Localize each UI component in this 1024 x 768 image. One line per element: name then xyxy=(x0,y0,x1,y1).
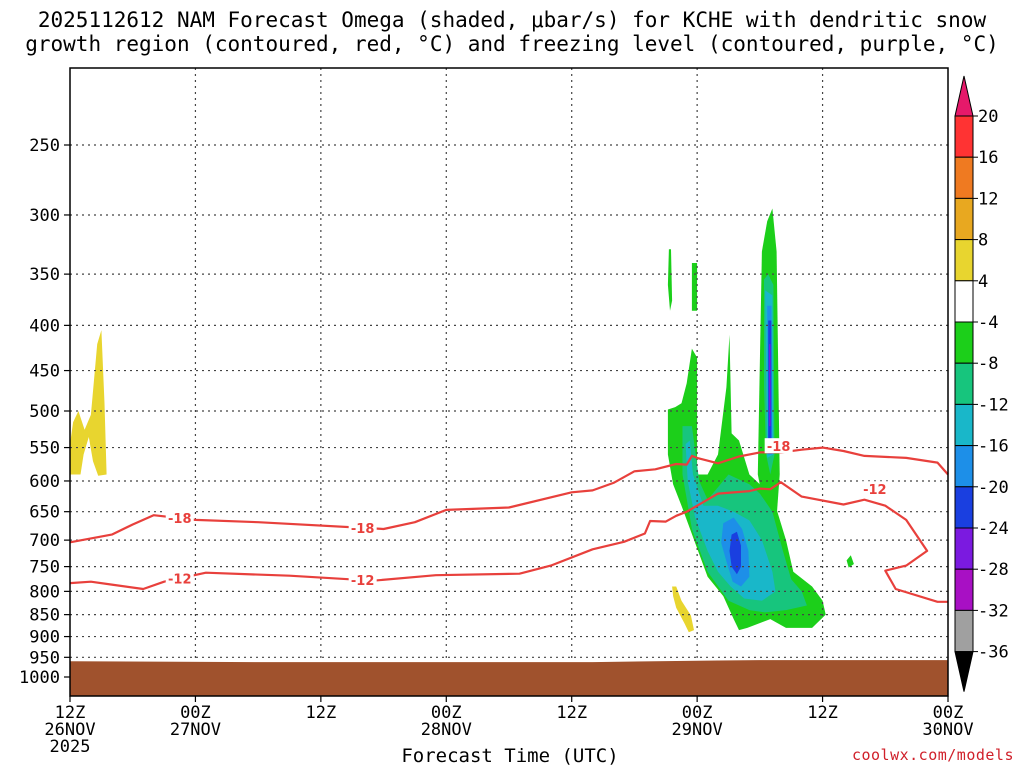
y-tick-label: 900 xyxy=(29,628,60,648)
omega-negative-region xyxy=(846,555,854,568)
x-tick-label: 30NOV xyxy=(922,720,973,740)
colorbar-label: -36 xyxy=(978,643,1009,663)
y-tick-label: 600 xyxy=(29,472,60,492)
colorbar-bottom-arrow xyxy=(954,651,974,692)
y-tick-label: 950 xyxy=(29,648,60,668)
colorbar-swatch xyxy=(954,486,974,529)
x-tick-label: 26NOV xyxy=(44,720,95,740)
source-credit[interactable]: coolwx.com/models xyxy=(851,746,1014,764)
contour-label: -18 xyxy=(351,522,375,537)
colorbar-label: -4 xyxy=(978,313,998,333)
y-tick-label: 400 xyxy=(29,316,60,336)
y-tick-label: 250 xyxy=(29,136,60,156)
colorbar-label: -32 xyxy=(978,601,1009,621)
x-tick-label: 12Z xyxy=(55,703,86,723)
colorbar-swatch xyxy=(954,568,974,611)
colorbar-label: 20 xyxy=(978,107,998,127)
omega-shading-layer xyxy=(70,208,854,633)
colorbar-label: 4 xyxy=(978,272,988,292)
contour-label-bg xyxy=(165,510,194,526)
colorbar-swatch xyxy=(954,197,974,241)
x-axis-label: Forecast Time (UTC) xyxy=(401,745,619,767)
contour-line--12 xyxy=(69,481,948,603)
x-tick-label: 00Z xyxy=(180,703,211,723)
y-tick-label: 300 xyxy=(29,206,60,226)
ground-terrain xyxy=(70,660,948,696)
grid-layer xyxy=(70,68,948,662)
contour-label: -12 xyxy=(351,574,375,589)
y-tick-label: 650 xyxy=(29,503,60,523)
colorbar-swatch xyxy=(954,239,974,282)
omega-negative-region xyxy=(729,531,741,575)
colorbar-swatch xyxy=(954,445,974,488)
temperature-contours-layer: -18 -18 -12 -12 -18 -12 xyxy=(69,438,949,603)
colorbar-label: -28 xyxy=(978,560,1009,580)
colorbar-swatch xyxy=(954,280,974,323)
x-tick-label: 28NOV xyxy=(421,720,472,740)
x-tick-label: 29NOV xyxy=(672,720,723,740)
colorbar-swatch xyxy=(954,403,974,447)
colorbar-label: -16 xyxy=(978,437,1009,457)
colorbar-label: -24 xyxy=(978,519,1009,539)
omega-positive-region xyxy=(672,586,694,633)
colorbar-swatch xyxy=(954,321,974,364)
colorbar-swatch xyxy=(954,527,974,570)
colorbar-label: -20 xyxy=(978,478,1009,498)
colorbar-swatch xyxy=(954,156,974,199)
contour-label: -12 xyxy=(168,572,192,587)
contour-label-bg xyxy=(764,438,793,454)
x-tick-label: 12Z xyxy=(305,703,336,723)
plot-frame xyxy=(69,67,949,697)
x-tick-label: 27NOV xyxy=(170,720,221,740)
omega-negative-region xyxy=(667,249,673,311)
ground-layer xyxy=(70,660,948,696)
omega-positive-region xyxy=(70,330,107,476)
contour-label-bg xyxy=(165,570,194,586)
chart-title-line1: 2025112612 NAM Forecast Omega (shaded, μ… xyxy=(37,8,987,32)
omega-negative-region xyxy=(769,344,771,427)
colorbar-swatch xyxy=(954,362,974,405)
x-tick-label: 2025 xyxy=(50,737,91,757)
x-tick-label: 00Z xyxy=(933,703,964,723)
y-tick-label: 850 xyxy=(29,606,60,626)
x-tick-label: 00Z xyxy=(682,703,713,723)
chart-title-line2: growth region (contoured, red, °C) and f… xyxy=(25,32,999,56)
contour-label-bg xyxy=(348,572,377,588)
contour-label-bg xyxy=(860,481,889,497)
colorbar-label: 8 xyxy=(978,231,988,251)
contour-label: -18 xyxy=(168,512,192,527)
contour-label: -12 xyxy=(863,483,887,498)
colorbar-swatch xyxy=(954,115,974,158)
colorbar-top-arrow xyxy=(954,75,974,117)
x-tick-label: 00Z xyxy=(431,703,462,723)
contour-label-bg xyxy=(348,519,377,535)
y-tick-label: 350 xyxy=(29,265,60,285)
contour-line--18 xyxy=(69,446,949,544)
colorbar-label: -12 xyxy=(978,395,1009,415)
y-tick-label: 450 xyxy=(29,362,60,382)
y-tick-label: 500 xyxy=(29,402,60,422)
colorbar: 20 16 12 8 4 -4 -8 -12 -16 -20 -24 -28 -32 -36 xyxy=(954,75,1009,692)
y-tick-label: 700 xyxy=(29,531,60,551)
x-tick-label: 12Z xyxy=(807,703,838,723)
y-tick-label: 550 xyxy=(29,439,60,459)
colorbar-swatch xyxy=(954,609,974,653)
colorbar-label: 16 xyxy=(978,148,998,168)
y-tick-label: 800 xyxy=(29,582,60,602)
colorbar-label: 12 xyxy=(978,189,998,209)
x-tick-label: 12Z xyxy=(556,703,587,723)
omega-negative-region xyxy=(691,263,698,311)
colorbar-label: -8 xyxy=(978,354,998,374)
y-tick-label: 750 xyxy=(29,558,60,578)
axes-layer: 2503003504004505005506006507007508008509… xyxy=(19,67,974,757)
contour-label: -18 xyxy=(767,440,791,455)
y-tick-label: 1000 xyxy=(19,668,60,688)
